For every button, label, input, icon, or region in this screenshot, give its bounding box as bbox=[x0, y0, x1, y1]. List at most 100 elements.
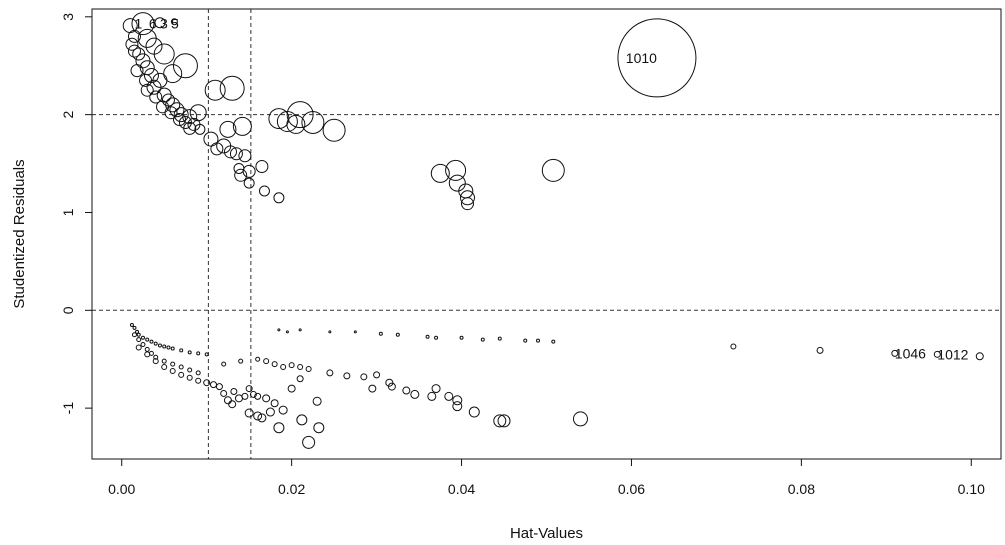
data-point bbox=[129, 322, 134, 327]
data-point bbox=[254, 392, 262, 400]
data-point bbox=[249, 390, 257, 398]
data-point bbox=[258, 185, 270, 197]
data-point bbox=[221, 361, 227, 367]
data-point bbox=[131, 12, 155, 36]
data-point bbox=[410, 389, 420, 399]
data-point bbox=[179, 348, 184, 353]
x-tick-label: 0.02 bbox=[278, 481, 305, 497]
y-tick-label: -1 bbox=[60, 402, 76, 415]
data-point bbox=[135, 329, 140, 334]
data-point bbox=[238, 149, 252, 163]
data-point bbox=[127, 29, 141, 43]
data-point bbox=[286, 114, 306, 134]
data-point bbox=[452, 395, 463, 406]
x-tick-label: 0.10 bbox=[958, 481, 985, 497]
data-point bbox=[178, 371, 185, 378]
point-label: 1046 bbox=[895, 345, 926, 361]
data-point bbox=[444, 391, 454, 401]
y-tick-label: 0 bbox=[60, 306, 76, 314]
data-point bbox=[215, 383, 223, 391]
data-point bbox=[194, 123, 206, 135]
data-point bbox=[154, 17, 166, 29]
data-point bbox=[434, 335, 439, 340]
data-point bbox=[286, 101, 314, 129]
data-point bbox=[232, 116, 252, 136]
data-point bbox=[140, 342, 146, 348]
data-point bbox=[425, 334, 430, 339]
data-point bbox=[152, 358, 159, 365]
data-point bbox=[196, 351, 201, 356]
data-point bbox=[164, 106, 178, 120]
data-point bbox=[263, 358, 270, 365]
data-point bbox=[541, 158, 565, 182]
data-point bbox=[183, 121, 197, 135]
data-point bbox=[149, 339, 154, 344]
data-point bbox=[302, 435, 316, 449]
data-point bbox=[238, 358, 244, 364]
data-point bbox=[497, 414, 511, 428]
data-point bbox=[459, 335, 464, 340]
data-point bbox=[257, 413, 267, 423]
data-point bbox=[468, 406, 480, 418]
data-point bbox=[285, 330, 289, 334]
data-point bbox=[322, 118, 346, 142]
reference-lines bbox=[92, 9, 1001, 459]
data-point bbox=[230, 388, 238, 395]
data-point bbox=[145, 337, 150, 342]
data-point bbox=[445, 159, 467, 181]
data-point bbox=[146, 79, 162, 95]
data-point bbox=[243, 177, 255, 189]
data-point bbox=[228, 400, 237, 409]
data-point bbox=[170, 361, 176, 367]
data-point bbox=[169, 102, 185, 118]
data-point bbox=[385, 378, 394, 387]
data-point bbox=[343, 372, 351, 380]
x-tick-label: 0.00 bbox=[108, 481, 135, 497]
data-point bbox=[242, 164, 256, 178]
data-point bbox=[170, 18, 178, 26]
point-label: 1010 bbox=[626, 50, 657, 66]
data-point bbox=[161, 364, 168, 371]
data-point bbox=[301, 110, 325, 134]
data-point bbox=[140, 335, 145, 340]
data-point bbox=[551, 339, 556, 344]
data-point bbox=[273, 422, 285, 434]
data-point bbox=[223, 145, 237, 159]
x-axis-title: Hat-Values bbox=[510, 525, 583, 542]
data-point bbox=[135, 344, 142, 351]
data-point bbox=[204, 79, 226, 101]
data-point bbox=[219, 75, 245, 101]
data-point bbox=[170, 346, 175, 351]
data-point bbox=[572, 411, 588, 427]
data-point bbox=[265, 407, 275, 417]
data-point bbox=[161, 358, 167, 364]
data-point bbox=[288, 362, 295, 369]
data-point bbox=[127, 44, 141, 58]
point-label: 5 bbox=[171, 16, 179, 32]
data-point bbox=[203, 131, 219, 147]
data-point bbox=[132, 325, 137, 330]
data-point bbox=[373, 371, 381, 379]
data-point bbox=[402, 386, 411, 395]
data-point bbox=[255, 160, 269, 173]
y-tick-label: 1 bbox=[60, 208, 76, 216]
data-point bbox=[387, 382, 396, 391]
data-point bbox=[360, 373, 368, 381]
data-point bbox=[328, 330, 332, 334]
data-point bbox=[203, 379, 211, 387]
data-point bbox=[270, 399, 279, 408]
data-point bbox=[816, 346, 824, 354]
data-point bbox=[280, 364, 287, 371]
data-point bbox=[219, 120, 237, 138]
data-point bbox=[523, 338, 528, 343]
data-point bbox=[431, 384, 441, 394]
data-point bbox=[166, 345, 171, 350]
x-tick-label: 0.08 bbox=[788, 481, 815, 497]
data-point bbox=[187, 367, 193, 373]
data-point bbox=[296, 414, 308, 426]
data-point bbox=[312, 396, 322, 406]
data-point bbox=[229, 147, 243, 161]
data-point bbox=[427, 391, 437, 401]
data-point bbox=[130, 64, 144, 78]
